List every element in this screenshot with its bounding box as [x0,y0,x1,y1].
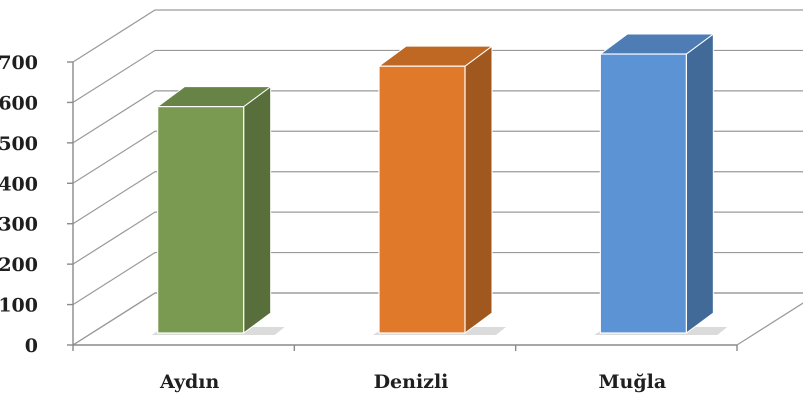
gridline [72,171,803,225]
gridline [72,49,803,103]
y-tick-label: 600 [0,92,38,114]
y-tick-label: 400 [0,173,38,195]
bar-front-face [599,53,687,334]
y-tick-label: 100 [0,295,38,317]
bar-front-face [157,105,245,334]
gridline [72,211,803,265]
gridline [72,251,803,306]
x-category-label: Aydın [159,371,220,393]
bar-side-face [243,85,272,334]
y-tick-label: 700 [0,52,38,74]
y-tick-label: 0 [25,335,38,357]
bar-aydın [151,85,285,335]
gridline [72,90,803,144]
y-tick-label: 500 [0,133,38,155]
bars [151,33,728,335]
gridline [72,9,803,63]
x-category-label: Denizli [374,371,449,393]
y-tick-label: 300 [0,214,38,236]
bar-side-face [464,45,493,334]
gridline [72,130,803,184]
x-category-label: Muğla [598,371,666,393]
y-tick-label: 200 [0,254,38,276]
bar-muğla [594,33,728,335]
bar-front-face [378,65,466,334]
y-axis-tick-labels: 0 100 200 300 400 500 600 700 [0,52,38,357]
bar-denizli [373,45,506,335]
axes [67,61,738,351]
bar-side-face [685,33,714,334]
x-axis-category-labels: Aydın Denizli Muğla [159,371,666,393]
